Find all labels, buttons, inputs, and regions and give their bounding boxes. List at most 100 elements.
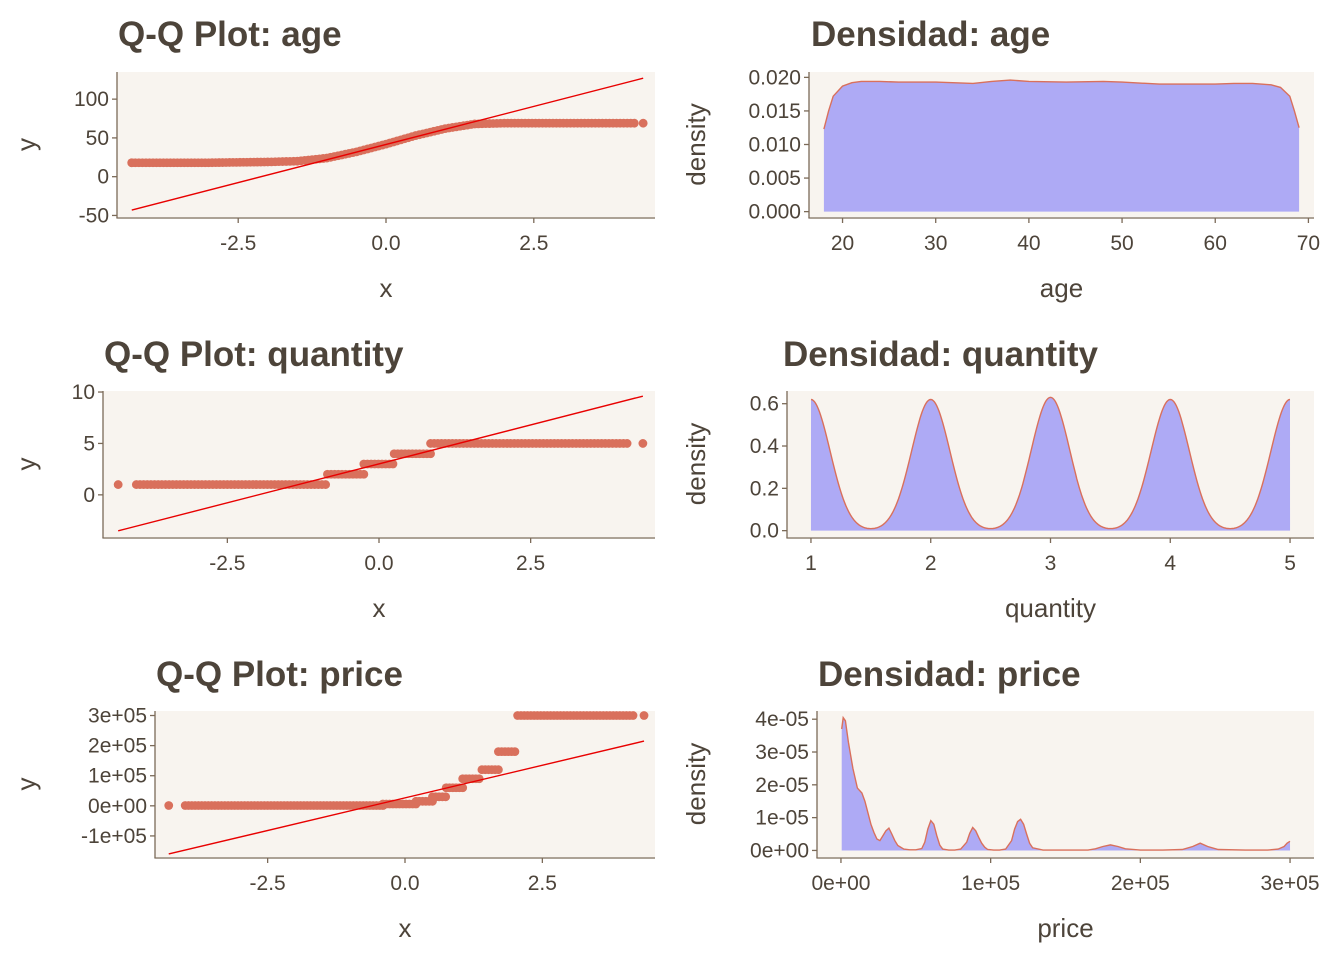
plot-background: [817, 711, 1314, 857]
x-tick-label: 0.0: [371, 232, 400, 255]
chart-title: Densidad: quantity: [783, 335, 1099, 374]
y-tick-label: 0: [83, 484, 95, 507]
x-tick-label: 2.5: [516, 552, 545, 575]
qq-plot-age: Q-Q Plot: age -50 0 50 100 -2.5 0.0 2.5 x y: [0, 0, 672, 320]
chart-svg: Densidad: quantity 0.0 0.2 0.4 0.6 1 2 3 4 5 quant…: [681, 335, 1314, 623]
x-tick-label: -2.5: [250, 872, 286, 895]
qq-point: [638, 439, 648, 448]
y-tick-label: 0.6: [750, 393, 779, 416]
y-tick-label: 0e+00: [88, 795, 147, 818]
x-tick-label: 0.0: [364, 552, 393, 575]
y-axis-label: density: [681, 423, 711, 505]
y-tick-label: 50: [86, 127, 109, 150]
chart-title: Q-Q Plot: quantity: [104, 335, 404, 374]
chart-title: Densidad: age: [811, 15, 1050, 54]
qq-point: [629, 118, 639, 128]
x-axis-label: x: [373, 593, 386, 623]
x-tick-label: 0e+00: [811, 872, 870, 895]
x-tick-label: -2.5: [220, 232, 256, 255]
density-area: [841, 717, 1291, 851]
y-axis-label: density: [681, 743, 711, 825]
qq-point: [458, 783, 468, 793]
y-tick-label: 100: [74, 88, 109, 111]
y-tick-label: 5: [83, 432, 95, 455]
density-line: [810, 396, 1291, 530]
x-tick-label: 30: [924, 232, 947, 255]
density-line: [823, 79, 1300, 130]
density-area: [810, 397, 1291, 531]
y-tick-label: 2e+05: [88, 735, 147, 758]
qq-points: [164, 711, 649, 810]
density-plot-quantity: Densidad: quantity 0.0 0.2 0.4 0.6 1 2 3 4 5 quant…: [672, 320, 1344, 640]
y-tick-label: 0.020: [748, 66, 801, 89]
reference-line: [117, 395, 644, 532]
qq-point: [494, 765, 503, 775]
x-tick-label: 50: [1110, 232, 1133, 255]
qq-point: [164, 801, 174, 810]
qq-point: [622, 439, 632, 448]
x-tick-label: 2: [925, 552, 937, 575]
y-tick-label: 0: [97, 166, 109, 189]
chart-title: Densidad: price: [818, 655, 1081, 694]
y-tick-label: 0.000: [748, 201, 801, 224]
qq-point: [638, 118, 648, 128]
x-tick-label: 60: [1204, 232, 1227, 255]
y-axis-label: density: [681, 103, 711, 185]
qq-point: [510, 747, 520, 757]
x-axis-label: quantity: [1005, 593, 1096, 623]
y-tick-label: 1e-05: [755, 807, 809, 830]
x-tick-label: 4: [1164, 552, 1176, 575]
x-axis-label: x: [380, 273, 393, 303]
qq-point: [359, 469, 369, 479]
qq-point: [127, 158, 137, 168]
x-tick-label: -2.5: [209, 552, 245, 575]
x-tick-label: 40: [1017, 232, 1040, 255]
y-tick-label: 2e-05: [755, 774, 809, 797]
y-tick-label: 4e-05: [755, 708, 809, 731]
y-tick-label: 0.2: [750, 477, 779, 500]
plot-background: [155, 711, 655, 857]
x-tick-label: 2.5: [528, 872, 557, 895]
y-tick-label: 0.005: [748, 167, 801, 190]
qq-points: [127, 118, 648, 168]
y-tick-label: 0.010: [748, 134, 801, 157]
reference-line: [168, 740, 645, 855]
density-plot-price: Densidad: price 0e+00 1e-05 2e-05 3e-05 4e-05…: [672, 640, 1344, 960]
x-tick-label: 2.5: [519, 232, 548, 255]
qq-point: [321, 480, 331, 489]
x-axis-label: x: [399, 913, 412, 943]
chart-svg: Q-Q Plot: quantity 0 5 10 -2.5 0.0 2.5 x y: [11, 335, 655, 623]
chart-svg: Densidad: price 0e+00 1e-05 2e-05 3e-05 4e-05…: [681, 655, 1320, 943]
y-tick-label: 10: [72, 381, 95, 404]
x-axis-label: price: [1037, 913, 1093, 943]
qq-point: [474, 774, 484, 784]
qq-point: [639, 711, 649, 720]
qq-plot-quantity: Q-Q Plot: quantity 0 5 10 -2.5 0.0 2.5 x y: [0, 320, 672, 640]
y-tick-label: 0.0: [750, 520, 779, 543]
reference-line: [131, 77, 644, 211]
density-plot-age: Densidad: age 0.000 0.005 0.010 0.015 0.020 20…: [672, 0, 1344, 320]
qq-point: [113, 480, 123, 489]
y-tick-label: 3e-05: [755, 741, 809, 764]
x-tick-label: 1: [805, 552, 817, 575]
chart-svg: Q-Q Plot: price -1e+05 0e+00 1e+05 2e+05 3e+0…: [11, 655, 655, 943]
x-tick-label: 2e+05: [1111, 872, 1170, 895]
y-axis-label: y: [11, 138, 41, 151]
y-tick-label: 0.015: [748, 100, 801, 123]
density-area: [823, 80, 1300, 212]
y-tick-label: 0.4: [750, 435, 780, 458]
y-axis-label: y: [11, 458, 41, 471]
y-tick-label: 0e+00: [750, 839, 809, 862]
x-axis-label: age: [1040, 273, 1083, 303]
chart-svg: Densidad: age 0.000 0.005 0.010 0.015 0.020 20…: [681, 15, 1320, 303]
x-tick-label: 0.0: [390, 872, 419, 895]
chart-title: Q-Q Plot: age: [118, 15, 342, 54]
qq-plot-price: Q-Q Plot: price -1e+05 0e+00 1e+05 2e+05 3e+0…: [0, 640, 672, 960]
x-tick-label: 1e+05: [961, 872, 1020, 895]
qq-point: [388, 459, 398, 469]
x-tick-label: 20: [831, 232, 854, 255]
y-axis-label: y: [11, 778, 41, 791]
chart-title: Q-Q Plot: price: [156, 655, 403, 694]
x-tick-label: 3: [1045, 552, 1057, 575]
density-line: [841, 715, 1291, 851]
